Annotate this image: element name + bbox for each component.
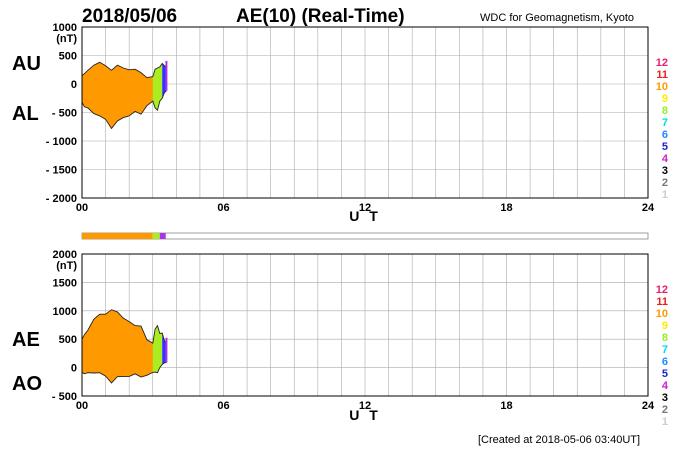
station-count-3: 3 (662, 392, 668, 404)
station-count-3: 3 (662, 165, 668, 177)
y-tick-label: 1000 (53, 306, 77, 318)
y-tick-label: 1000 (53, 22, 77, 34)
area-fill-green (152, 325, 163, 373)
area-fill-blue (162, 63, 167, 99)
station-count-11: 11 (656, 296, 668, 308)
station-count-7: 7 (662, 344, 668, 356)
y-tick-label: 500 (59, 51, 77, 63)
station-count-8: 8 (662, 105, 668, 117)
y-tick-label: 2000 (53, 249, 77, 261)
station-count-5: 5 (662, 368, 668, 380)
station-count-9: 9 (662, 320, 668, 332)
source-label: WDC for Geomagnetism, Kyoto (480, 12, 634, 24)
station-count-10: 10 (656, 308, 668, 320)
x-tick-label: 12 (359, 202, 371, 214)
y-tick-label: 1500 (53, 277, 77, 289)
station-count-6: 6 (662, 356, 668, 368)
x-tick-label: 12 (359, 400, 371, 412)
x-tick-label: 18 (500, 400, 512, 412)
x-tick-label: 24 (642, 202, 655, 214)
index-label-al: AL (12, 103, 39, 125)
y-tick-label: 0 (71, 363, 77, 375)
index-label-ao: AO (12, 373, 42, 395)
ae-ao-panel: 2000 1500 1000 500 0 - 500 (nT) 00 06 12 18 24 U T AE… (12, 249, 655, 423)
plot-frame (81, 26, 649, 199)
area-fill-orange (82, 309, 153, 383)
x-tick-label: 06 (217, 400, 229, 412)
station-count-1: 1 (662, 416, 668, 428)
y-unit-label: (nT) (56, 33, 77, 45)
station-count-4: 4 (662, 380, 669, 392)
y-tick-label: - 1500 (46, 165, 77, 177)
x-axis-label: U T (349, 208, 381, 224)
coverage-segment (159, 233, 166, 239)
data-coverage-bar (81, 232, 649, 240)
index-label-au: AU (12, 53, 41, 75)
station-count-4: 4 (662, 153, 669, 165)
x-tick-label: 00 (76, 202, 88, 214)
area-fill-orange (82, 62, 153, 129)
index-label-ae: AE (12, 329, 40, 351)
station-count-1: 1 (662, 189, 668, 201)
area-fill-green (152, 63, 163, 111)
plot-frame (81, 253, 649, 397)
station-count-8: 8 (662, 332, 668, 344)
y-tick-label: - 2000 (46, 193, 77, 205)
station-count-6: 6 (662, 129, 668, 141)
y-tick-label: 500 (59, 334, 77, 346)
x-tick-label: 00 (76, 400, 88, 412)
station-count-12: 12 (656, 57, 668, 69)
series-line-al (81, 90, 167, 130)
station-count-2: 2 (662, 177, 668, 189)
series-line-ae (81, 309, 167, 344)
station-count-9: 9 (662, 93, 668, 105)
coverage-bar-track (81, 232, 649, 240)
x-tick-label: 06 (217, 202, 229, 214)
station-count-12: 12 (656, 284, 668, 296)
series-line-ao (81, 362, 167, 384)
y-tick-label: - 500 (52, 108, 77, 120)
station-count-5: 5 (662, 141, 668, 153)
date-label: 2018/05/06 (82, 6, 177, 27)
created-timestamp: [Created at 2018-05-06 03:40UT] (478, 434, 640, 446)
coverage-segment (82, 233, 153, 239)
station-count-2: 2 (662, 404, 668, 416)
y-tick-label: 0 (71, 79, 77, 91)
y-tick-label: - 1000 (46, 136, 77, 148)
area-fill-blue (162, 333, 167, 365)
au-al-panel: 1000 500 0 - 500 - 1000 - 1500 - 2000 (nT) 00 06 1… (12, 22, 655, 224)
coverage-segment (152, 233, 160, 239)
y-unit-label: (nT) (56, 260, 77, 272)
station-count-10: 10 (656, 81, 668, 93)
x-tick-label: 18 (500, 202, 512, 214)
y-tick-label: - 500 (52, 391, 77, 403)
station-count-11: 11 (656, 69, 668, 81)
series-line-au (81, 61, 167, 79)
x-axis-label: U T (349, 407, 381, 423)
x-tick-label: 24 (642, 400, 655, 412)
chart-title: AE(10) (Real-Time) (236, 6, 405, 27)
station-count-7: 7 (662, 117, 668, 129)
